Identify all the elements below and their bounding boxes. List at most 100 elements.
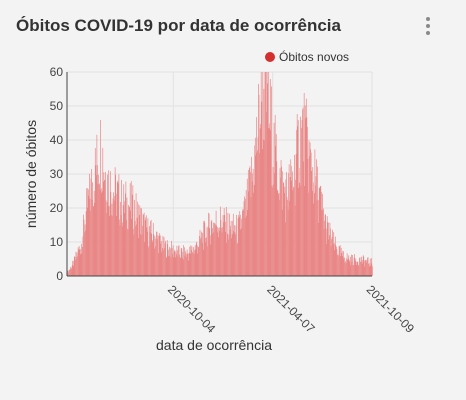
bar [264, 140, 265, 276]
bar [90, 178, 92, 276]
bar [334, 236, 336, 276]
bar [266, 72, 268, 276]
kebab-menu-icon[interactable] [421, 17, 435, 37]
bar [223, 208, 225, 276]
bar [362, 255, 364, 276]
bar [169, 255, 171, 276]
bar [287, 199, 288, 276]
bar [363, 256, 365, 276]
bar [180, 248, 182, 276]
bar [199, 229, 201, 276]
bar [72, 261, 74, 276]
bar [332, 229, 333, 276]
bar [124, 201, 126, 276]
bar [102, 181, 104, 276]
bar [176, 254, 177, 276]
bar [296, 129, 297, 276]
bar [189, 253, 191, 276]
bar [330, 228, 331, 276]
bar [156, 231, 157, 276]
bar [94, 203, 96, 276]
bar [278, 193, 280, 276]
bar [273, 122, 275, 276]
bar [303, 92, 305, 277]
bar [183, 259, 185, 276]
bar [346, 258, 347, 276]
bar [322, 210, 324, 276]
bar [91, 168, 92, 276]
bar [195, 249, 197, 276]
bar [131, 194, 133, 276]
bar [74, 256, 76, 276]
bar [157, 235, 159, 276]
bar [176, 245, 178, 276]
bar [323, 228, 325, 276]
bar [89, 198, 91, 276]
bar [307, 126, 308, 276]
bar [144, 242, 146, 276]
bar [191, 246, 193, 276]
bar [230, 225, 231, 276]
legend-label: Óbitos novos [279, 49, 349, 64]
bar [115, 216, 117, 276]
bar [222, 215, 224, 276]
bar [272, 167, 274, 276]
bar [86, 187, 88, 276]
bar [310, 149, 311, 276]
bar [108, 205, 110, 276]
bar [224, 221, 226, 276]
y-tick-label: 40 [50, 133, 64, 147]
bar [276, 189, 278, 276]
bar [139, 205, 141, 276]
bar [130, 210, 132, 276]
bar [308, 140, 310, 276]
bar [97, 165, 98, 276]
bar [150, 221, 151, 276]
bar [185, 253, 187, 276]
bar [149, 232, 151, 276]
bar [265, 72, 267, 276]
bar [122, 222, 124, 276]
bar [170, 248, 171, 276]
bar [161, 252, 163, 276]
bar [112, 215, 113, 276]
bar [365, 260, 366, 276]
bar [123, 213, 125, 276]
bar [259, 128, 261, 276]
bar [110, 192, 112, 276]
bar [293, 186, 294, 276]
bar [254, 137, 256, 276]
bar [283, 182, 285, 276]
bar [262, 139, 264, 276]
bar [158, 253, 159, 276]
bar [266, 111, 267, 276]
y-tick-label: 20 [50, 201, 64, 215]
legend[interactable]: Óbitos novos [265, 49, 349, 64]
bar [367, 257, 368, 276]
bar [83, 219, 85, 276]
y-axis-label: número de óbitos [23, 120, 39, 228]
bar [87, 207, 89, 276]
bar [337, 254, 338, 276]
bar [282, 182, 284, 276]
bar [317, 166, 318, 276]
bar [224, 215, 226, 276]
bar [295, 154, 297, 276]
bar [332, 244, 334, 276]
bar [171, 240, 172, 276]
bar [273, 184, 274, 276]
bar [320, 185, 322, 276]
bar [228, 239, 229, 276]
bar [356, 261, 358, 276]
bar [232, 213, 234, 276]
bar [71, 265, 73, 276]
bar [260, 124, 262, 277]
bar [319, 188, 321, 276]
bar [246, 215, 248, 276]
bar [116, 193, 118, 276]
bar [116, 182, 118, 276]
bar [253, 184, 255, 276]
bar [129, 206, 130, 276]
bar [250, 172, 251, 276]
